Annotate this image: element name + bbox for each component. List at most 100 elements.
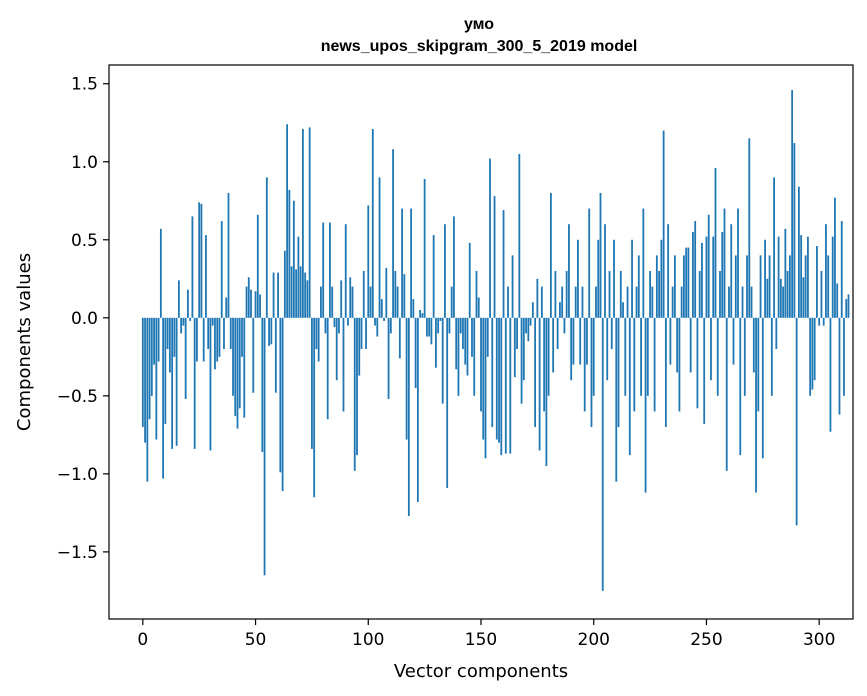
bar: [568, 224, 570, 318]
bar: [784, 228, 787, 318]
bar: [595, 286, 597, 318]
bar: [540, 286, 543, 318]
bar: [757, 317, 760, 412]
bar: [401, 208, 403, 318]
bar: [274, 317, 277, 393]
bar: [268, 317, 270, 346]
bar: [157, 317, 160, 362]
bar: [148, 317, 151, 420]
bar: [369, 286, 372, 318]
y-tick-label: 0.0: [71, 309, 98, 329]
bar: [577, 239, 579, 318]
bar: [730, 224, 733, 318]
bar: [664, 317, 667, 428]
bar: [380, 299, 383, 318]
bar: [144, 317, 146, 443]
bar: [459, 317, 462, 334]
bar: [331, 286, 334, 318]
chart-title-line1: умо: [464, 16, 494, 33]
bar: [701, 242, 703, 318]
bar: [836, 283, 839, 318]
bar: [649, 270, 651, 318]
bar: [788, 255, 791, 318]
bar: [279, 317, 282, 473]
bar: [635, 286, 638, 318]
bar: [340, 280, 343, 318]
bar: [301, 128, 304, 318]
bar: [534, 317, 537, 428]
bar: [786, 270, 789, 318]
bar: [613, 239, 615, 318]
bar: [412, 299, 415, 318]
bar: [696, 317, 699, 409]
bar: [250, 289, 252, 318]
x-tick-label: 100: [352, 630, 384, 650]
bar: [628, 317, 631, 456]
bar: [207, 317, 210, 350]
bar: [536, 278, 539, 318]
bar: [385, 267, 388, 318]
bar: [367, 205, 370, 318]
bar: [538, 317, 541, 451]
bar: [608, 270, 611, 318]
bar: [141, 317, 144, 428]
bar: [202, 317, 205, 362]
bar: [615, 317, 618, 482]
bar: [504, 317, 507, 454]
bar: [791, 89, 794, 318]
bar: [308, 127, 311, 318]
bar: [150, 317, 153, 396]
bar: [394, 270, 397, 318]
bar: [500, 317, 503, 456]
bar: [254, 291, 257, 318]
bar: [673, 255, 676, 318]
bar: [680, 286, 683, 318]
bar: [198, 202, 201, 318]
bar: [793, 143, 796, 318]
bar: [811, 317, 814, 390]
x-axis: 0 50 100 150 200 250 300: [137, 619, 835, 650]
bar: [552, 317, 555, 373]
bar: [349, 277, 352, 318]
bar: [378, 177, 381, 318]
bar: [570, 317, 573, 381]
bar: [773, 177, 775, 318]
bar: [317, 317, 320, 362]
bar: [351, 286, 354, 318]
bar: [168, 317, 171, 373]
bar: [482, 317, 485, 440]
bar: [475, 270, 478, 318]
bar: [455, 317, 458, 370]
bar: [259, 294, 261, 318]
x-tick-label: 200: [578, 630, 610, 650]
bar: [525, 317, 527, 334]
bar: [588, 208, 591, 318]
bar: [698, 270, 701, 318]
bar: [509, 317, 512, 454]
bar: [707, 214, 710, 318]
bar: [173, 317, 176, 357]
bar: [795, 317, 798, 526]
bar: [728, 286, 730, 318]
bar: [631, 239, 633, 318]
bar: [423, 178, 426, 318]
bar: [486, 317, 489, 357]
x-tick-label: 150: [465, 630, 497, 650]
bar: [313, 317, 316, 498]
bar: [209, 317, 212, 451]
bar: [425, 317, 428, 337]
bar: [211, 317, 214, 326]
y-tick-label: 1.5: [71, 75, 98, 95]
bar: [223, 317, 225, 350]
bar: [750, 286, 753, 318]
bar: [574, 286, 577, 318]
bar: [845, 299, 848, 318]
bar: [807, 236, 809, 318]
bar: [184, 317, 187, 399]
bar: [439, 317, 442, 321]
bar: [676, 317, 679, 373]
bar: [809, 317, 812, 396]
bar: [466, 317, 469, 376]
bar: [180, 317, 183, 334]
